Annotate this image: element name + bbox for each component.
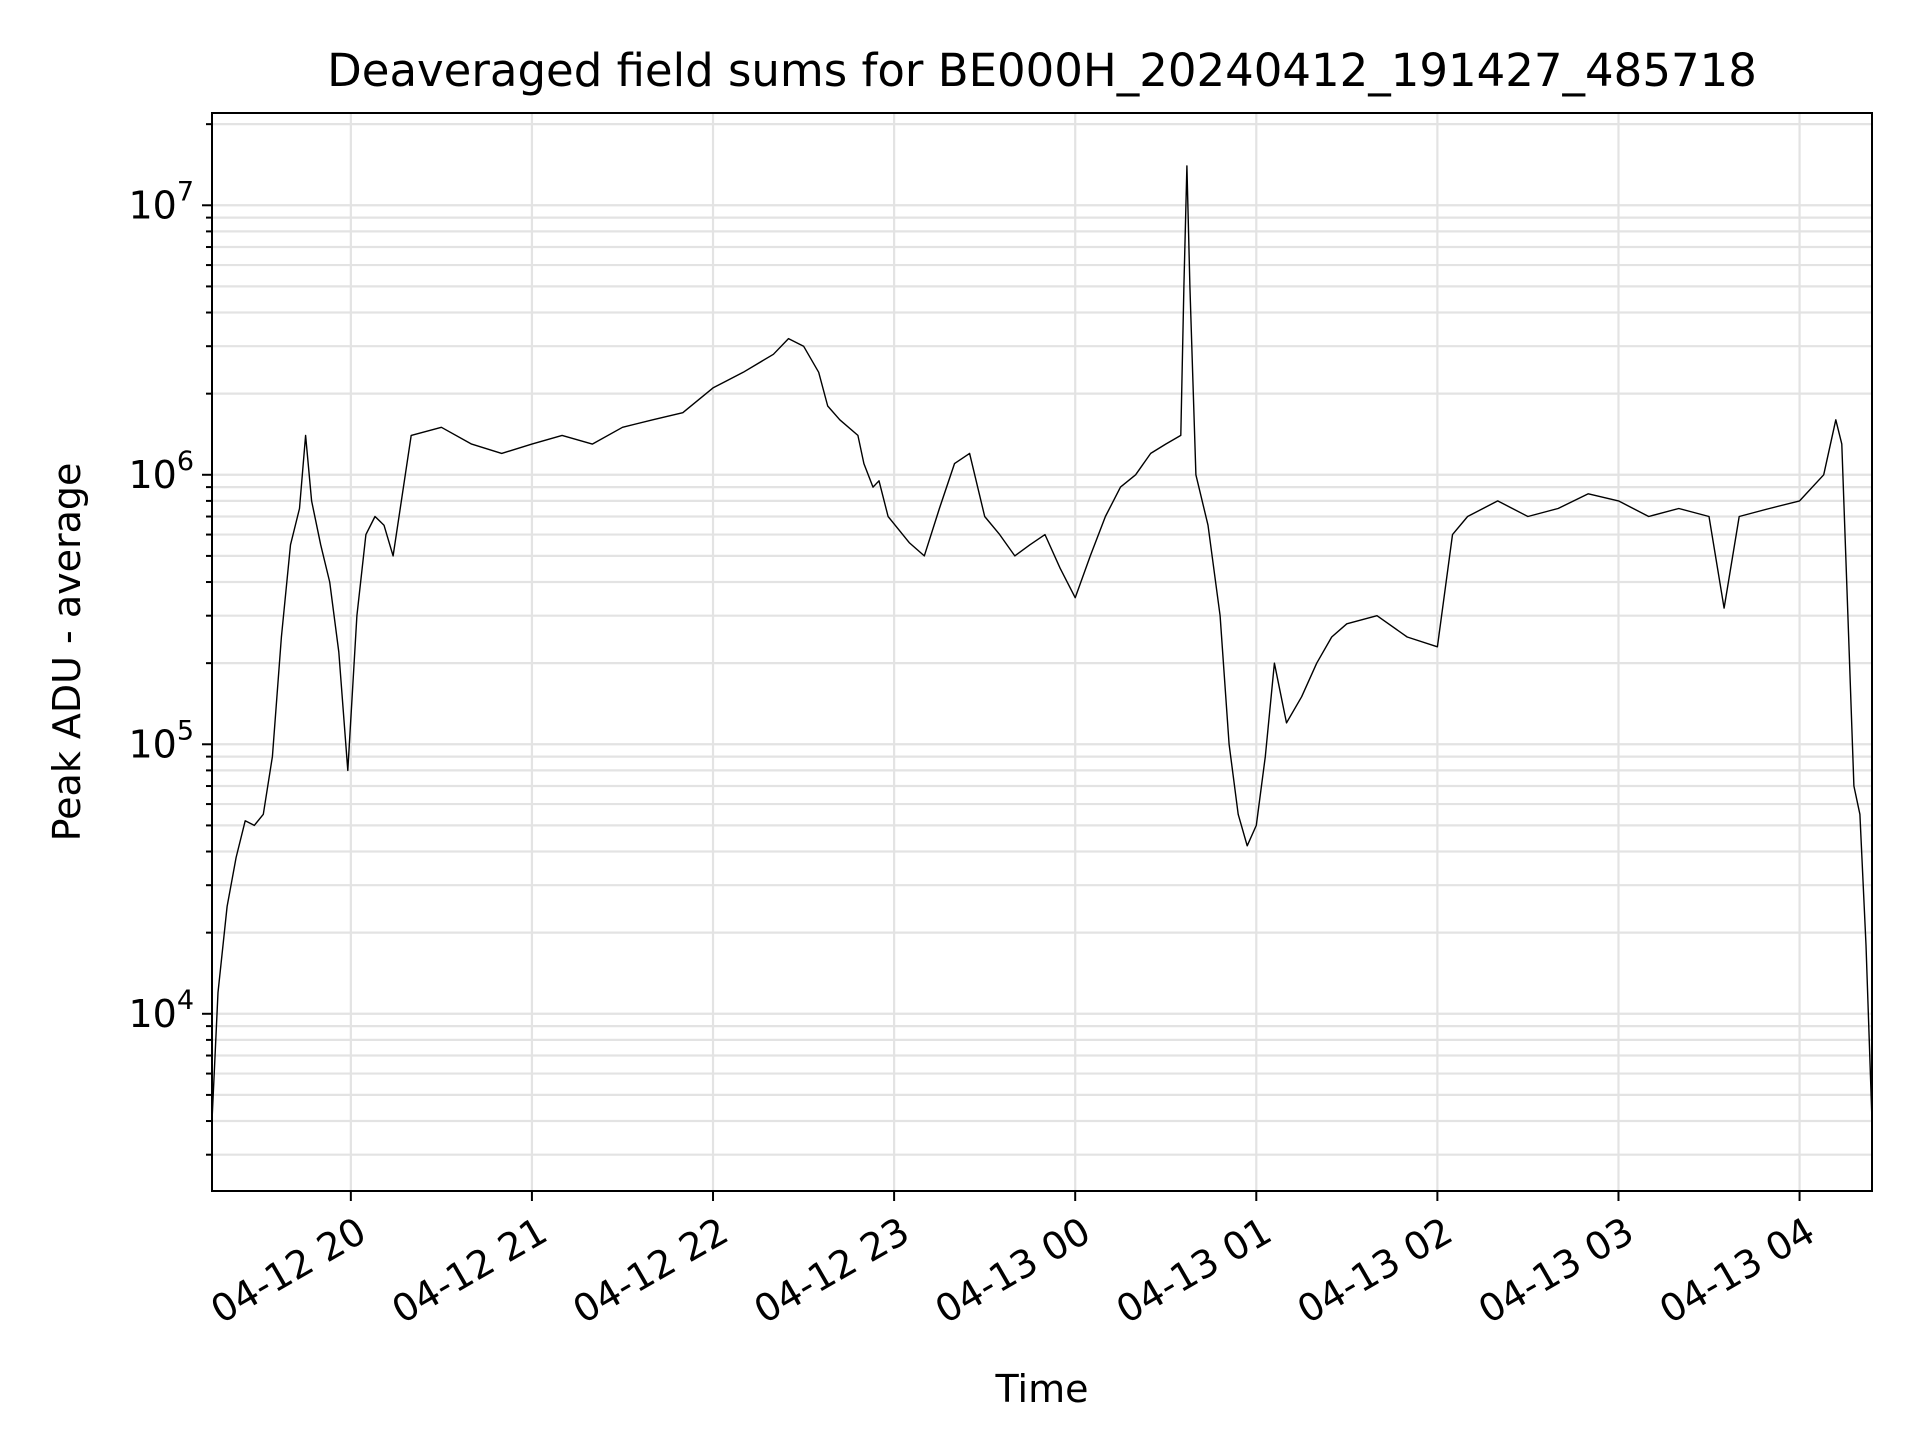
y-tick-label: 104 [128,985,194,1036]
y-tick-label: 106 [128,446,194,497]
grid [212,113,1872,1191]
series-line [211,165,1873,1122]
x-axis-label: Time [995,1367,1089,1411]
series-layer [211,165,1873,1122]
y-axis-label: Peak ADU - average [45,463,89,842]
chart-title: Deaveraged field sums for BE000H_2024041… [327,44,1757,97]
y-tick-label: 107 [128,176,194,227]
y-axis: 104 105 106 107 [128,123,212,1156]
y-tick-label: 105 [128,715,194,766]
plot-frame [211,112,1873,1192]
